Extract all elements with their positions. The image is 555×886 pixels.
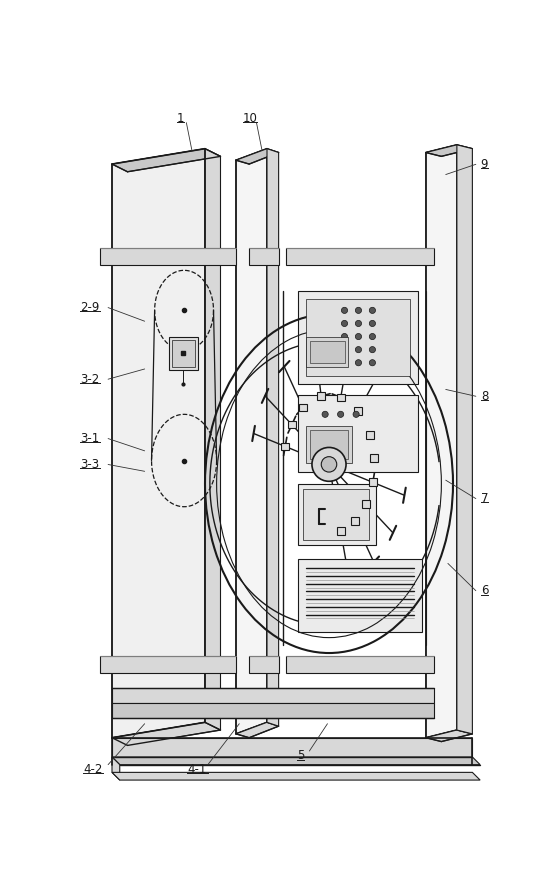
Circle shape bbox=[369, 346, 376, 353]
Polygon shape bbox=[236, 722, 279, 738]
Text: 3-2: 3-2 bbox=[80, 373, 100, 385]
Bar bbox=[369, 478, 377, 486]
Circle shape bbox=[355, 321, 361, 327]
Text: 8: 8 bbox=[481, 390, 488, 403]
Polygon shape bbox=[426, 144, 472, 156]
Bar bbox=[100, 657, 236, 673]
Polygon shape bbox=[236, 149, 267, 734]
Bar bbox=[298, 395, 418, 472]
Bar bbox=[310, 430, 349, 459]
Circle shape bbox=[355, 333, 361, 339]
Polygon shape bbox=[112, 757, 480, 765]
Bar bbox=[299, 404, 307, 411]
Bar bbox=[281, 443, 289, 450]
Bar bbox=[298, 484, 376, 545]
Polygon shape bbox=[426, 730, 472, 742]
Bar bbox=[112, 703, 433, 719]
Polygon shape bbox=[112, 738, 472, 757]
Polygon shape bbox=[205, 149, 220, 730]
Polygon shape bbox=[236, 149, 279, 164]
Text: 4-1: 4-1 bbox=[188, 763, 207, 776]
Bar bbox=[169, 338, 198, 369]
Circle shape bbox=[341, 321, 347, 327]
Bar bbox=[304, 489, 369, 540]
Text: 1: 1 bbox=[176, 113, 184, 125]
Bar bbox=[306, 426, 352, 462]
Bar bbox=[298, 291, 418, 384]
Text: 3-1: 3-1 bbox=[80, 432, 100, 445]
Bar bbox=[351, 517, 359, 525]
Bar bbox=[370, 455, 378, 462]
Circle shape bbox=[337, 411, 344, 417]
Circle shape bbox=[341, 307, 347, 314]
Text: 7: 7 bbox=[481, 492, 488, 505]
Text: 2-9: 2-9 bbox=[80, 301, 100, 314]
Bar bbox=[306, 338, 349, 367]
Bar bbox=[249, 657, 279, 673]
Bar bbox=[100, 248, 236, 265]
Circle shape bbox=[341, 346, 347, 353]
Bar bbox=[337, 393, 345, 401]
Text: 4-2: 4-2 bbox=[83, 763, 103, 776]
Polygon shape bbox=[457, 144, 472, 734]
Circle shape bbox=[355, 360, 361, 366]
Circle shape bbox=[312, 447, 346, 481]
Circle shape bbox=[341, 333, 347, 339]
Text: 6: 6 bbox=[481, 584, 488, 597]
Text: 3-3: 3-3 bbox=[80, 458, 99, 471]
Text: 10: 10 bbox=[243, 113, 258, 125]
Circle shape bbox=[355, 307, 361, 314]
Polygon shape bbox=[112, 722, 220, 745]
Circle shape bbox=[369, 360, 376, 366]
Bar bbox=[298, 559, 422, 633]
Bar bbox=[310, 341, 345, 362]
Circle shape bbox=[353, 411, 359, 417]
Bar bbox=[112, 688, 433, 703]
Circle shape bbox=[369, 307, 376, 314]
Bar bbox=[171, 340, 195, 367]
Bar bbox=[249, 248, 279, 265]
Polygon shape bbox=[426, 144, 457, 738]
Circle shape bbox=[355, 346, 361, 353]
Bar bbox=[366, 431, 374, 439]
Circle shape bbox=[341, 360, 347, 366]
Bar bbox=[337, 527, 345, 535]
Polygon shape bbox=[112, 149, 220, 172]
Bar bbox=[286, 248, 433, 265]
Bar bbox=[288, 421, 296, 429]
Bar bbox=[317, 392, 325, 400]
Polygon shape bbox=[112, 773, 480, 780]
Bar bbox=[306, 299, 410, 376]
Text: 9: 9 bbox=[481, 158, 488, 171]
Circle shape bbox=[369, 321, 376, 327]
Circle shape bbox=[369, 333, 376, 339]
Circle shape bbox=[322, 411, 328, 417]
Polygon shape bbox=[112, 149, 205, 738]
Bar bbox=[354, 408, 362, 416]
Text: 5: 5 bbox=[297, 750, 305, 762]
Bar bbox=[286, 657, 433, 673]
Polygon shape bbox=[267, 149, 279, 727]
Polygon shape bbox=[112, 757, 120, 780]
Bar bbox=[362, 501, 370, 508]
Circle shape bbox=[321, 456, 337, 472]
